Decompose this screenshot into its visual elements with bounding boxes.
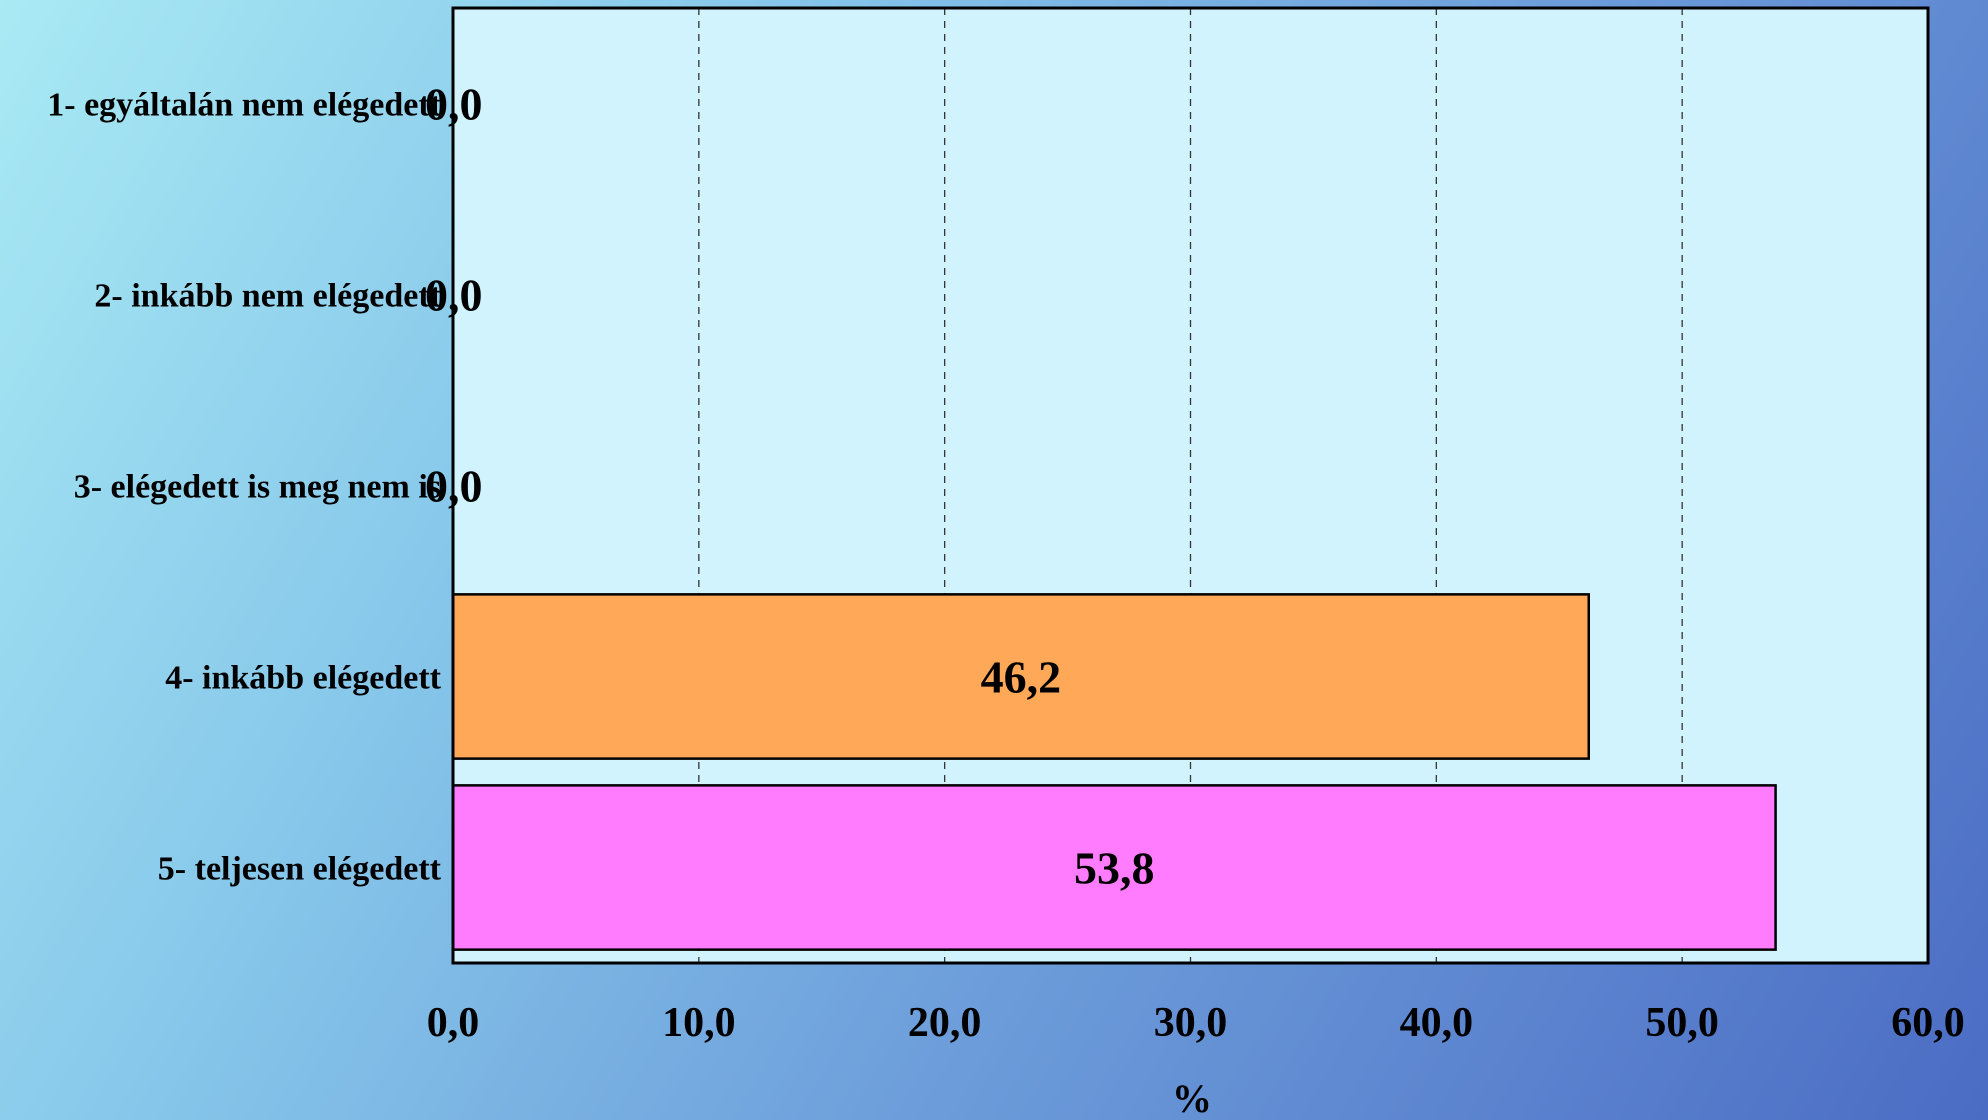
data-label: 46,2 bbox=[981, 652, 1062, 703]
data-labels: 0,0 0,0 0,0 46,2 53,8 bbox=[425, 79, 1155, 894]
category-label: 3- elégedett is meg nem is bbox=[74, 469, 441, 506]
x-tick-label: 0,0 bbox=[427, 1000, 480, 1046]
data-label: 53,8 bbox=[1074, 843, 1155, 894]
data-label: 0,0 bbox=[425, 270, 483, 321]
x-tick-label: 30,0 bbox=[1154, 1000, 1228, 1046]
x-tick-label: 60,0 bbox=[1891, 1000, 1965, 1046]
x-tick-label: 50,0 bbox=[1645, 1000, 1719, 1046]
plot-frame bbox=[451, 6, 1930, 965]
data-label: 0,0 bbox=[425, 461, 483, 512]
x-axis-tick-labels: 0,0 10,0 20,0 30,0 40,0 50,0 60,0 bbox=[427, 1000, 1965, 1046]
data-label: 0,0 bbox=[425, 79, 483, 130]
x-tick-label: 10,0 bbox=[662, 1000, 736, 1046]
x-tick-label: 40,0 bbox=[1400, 1000, 1474, 1046]
category-label: 2- inkább nem elégedett bbox=[94, 278, 441, 315]
x-axis-title: % bbox=[1172, 1076, 1212, 1120]
category-label: 1- egyáltalán nem elégedett bbox=[47, 87, 441, 124]
category-label: 4- inkább elégedett bbox=[165, 660, 441, 697]
category-labels: 1- egyáltalán nem elégedett 2- inkább nem… bbox=[47, 87, 441, 888]
bar bbox=[451, 593, 1590, 760]
category-label: 5- teljesen elégedett bbox=[158, 851, 442, 888]
x-tick-label: 20,0 bbox=[908, 1000, 982, 1046]
